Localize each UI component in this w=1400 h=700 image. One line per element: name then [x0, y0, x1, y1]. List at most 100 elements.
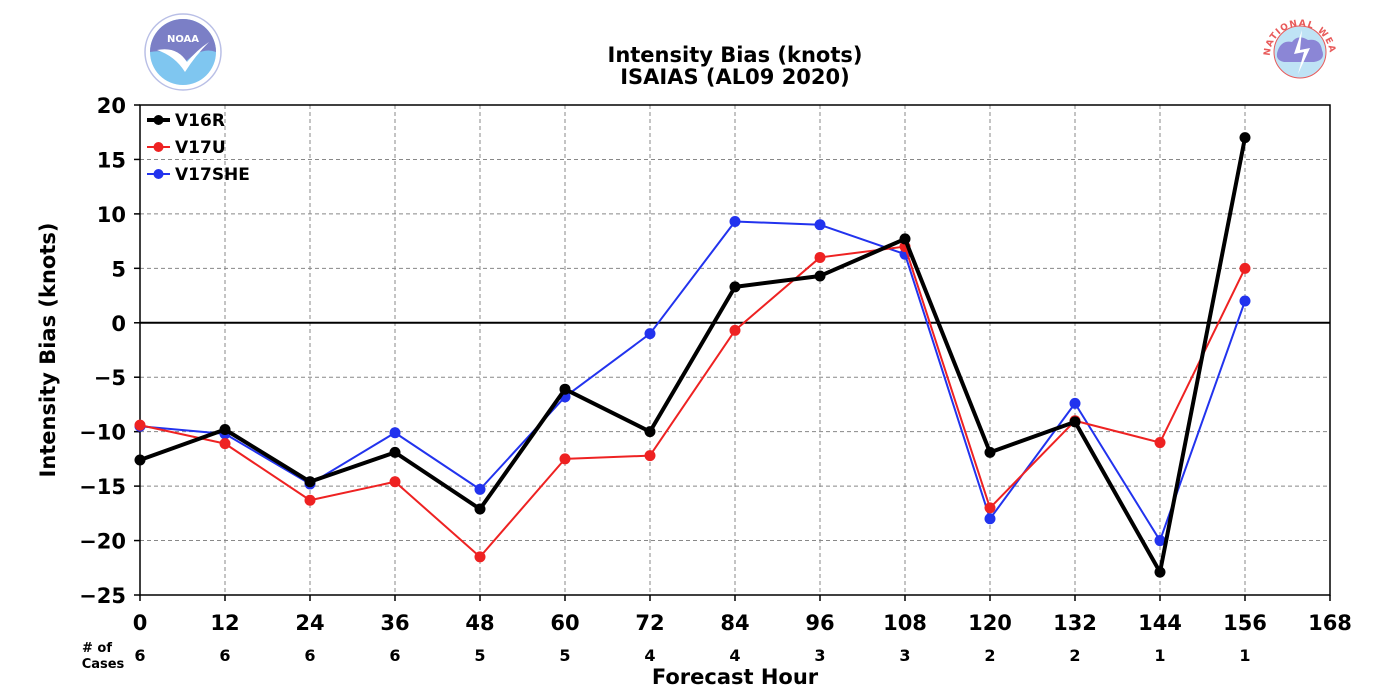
series-group — [134, 132, 1251, 578]
x-tick-label: 60 — [550, 611, 579, 635]
case-count: 6 — [134, 646, 145, 665]
y-tick-label: 20 — [97, 94, 126, 118]
point-v17she-96 — [814, 219, 826, 231]
chart-title: Intensity Bias (knots) — [608, 43, 863, 67]
point-v17she-144 — [1154, 535, 1166, 547]
point-v17u-48 — [474, 551, 486, 563]
cases-label-line2: Cases — [82, 657, 125, 672]
point-v17she-84 — [729, 216, 741, 228]
series-line-v17u — [139, 245, 1246, 558]
point-v17u-84 — [729, 324, 741, 336]
point-v16r-132 — [1069, 416, 1081, 428]
case-count: 4 — [644, 646, 655, 665]
noaa-logo: NOAA — [144, 13, 222, 91]
noaa-logo-text: NOAA — [167, 34, 199, 45]
point-v16r-108 — [899, 233, 911, 245]
chart-subtitle: ISAIAS (AL09 2020) — [620, 65, 850, 89]
y-axis-label: Intensity Bias (knots) — [36, 223, 60, 478]
point-v17u-144 — [1154, 437, 1166, 449]
point-v16r-60 — [559, 383, 571, 395]
case-count: 3 — [814, 646, 825, 665]
x-tick-label: 120 — [968, 611, 1012, 635]
x-tick-label: 0 — [133, 611, 148, 635]
point-v17she-156 — [1239, 295, 1251, 307]
point-v17u-0 — [134, 419, 146, 431]
point-v16r-96 — [814, 270, 826, 282]
y-tick-label: 0 — [111, 312, 126, 336]
legend-label-v17she: V17SHE — [175, 165, 250, 185]
point-v16r-84 — [729, 281, 741, 293]
point-v16r-72 — [644, 426, 656, 438]
x-tick-label: 144 — [1138, 611, 1182, 635]
y-tick-label: −10 — [79, 421, 126, 445]
series-v17u — [134, 241, 1251, 563]
case-count: 2 — [1069, 646, 1080, 665]
legend-label-v17u: V17U — [175, 138, 226, 158]
y-tick-label: 5 — [111, 257, 126, 281]
y-tick-label: −20 — [79, 530, 126, 554]
x-tick-label: 48 — [465, 611, 494, 635]
legend-marker-v16r — [153, 115, 164, 125]
point-v17she-36 — [389, 427, 401, 439]
cases-row: 6 6 6 6 5 5 4 4 3 3 2 2 1 1 — [134, 646, 1250, 665]
y-tick-label: 10 — [97, 203, 126, 227]
nws-logo: NATIONAL WEATHER SERVICE — [1263, 19, 1336, 79]
case-count: 2 — [984, 646, 995, 665]
x-tick-label: 156 — [1223, 611, 1267, 635]
point-v17u-120 — [984, 502, 996, 514]
x-tick-label: 12 — [210, 611, 239, 635]
case-count: 1 — [1239, 646, 1250, 665]
x-tick-label: 72 — [635, 611, 664, 635]
y-tick-label: −5 — [94, 366, 126, 390]
plot-area — [139, 104, 1331, 596]
x-tick-label: 84 — [720, 611, 749, 635]
grid-lines — [140, 105, 1330, 595]
x-tick-label: 36 — [380, 611, 409, 635]
point-v16r-12 — [219, 423, 231, 435]
y-tick-label: 15 — [97, 148, 126, 172]
series-line-v16r — [139, 137, 1247, 575]
x-axis-ticks: 0 12 24 36 48 60 72 84 96 108 120 132 144 156 168 — [133, 595, 1352, 635]
x-tick-label: 96 — [805, 611, 834, 635]
point-v17u-72 — [644, 450, 656, 462]
point-v17she-72 — [644, 328, 656, 340]
y-tick-label: −15 — [79, 475, 126, 499]
point-v16r-36 — [389, 446, 401, 458]
legend-marker-v17she — [153, 169, 164, 179]
x-tick-label: 24 — [295, 611, 324, 635]
point-v16r-48 — [474, 503, 486, 515]
point-v16r-120 — [984, 446, 996, 458]
case-count: 5 — [559, 646, 570, 665]
x-tick-label: 108 — [883, 611, 927, 635]
y-axis-ticks: 20 15 10 5 0 −5 −10 −15 −20 −25 — [79, 94, 140, 608]
point-v17she-48 — [474, 483, 486, 495]
point-v17she-132 — [1069, 397, 1081, 409]
point-v17u-96 — [814, 251, 826, 263]
point-v17u-36 — [389, 476, 401, 488]
y-tick-label: −25 — [79, 584, 126, 608]
case-count: 3 — [899, 646, 910, 665]
point-v16r-156 — [1239, 132, 1251, 144]
case-count: 5 — [474, 646, 485, 665]
case-count: 1 — [1154, 646, 1165, 665]
case-count: 6 — [219, 646, 230, 665]
x-axis-label: Forecast Hour — [652, 665, 819, 689]
cases-label-line1: # of — [82, 641, 112, 656]
point-v16r-0 — [134, 454, 146, 466]
legend-marker-v17u — [153, 142, 164, 152]
x-tick-label: 132 — [1053, 611, 1097, 635]
legend-label-v16r: V16R — [175, 111, 225, 131]
series-v16r — [134, 132, 1251, 578]
point-v17u-24 — [304, 494, 316, 506]
point-v17u-156 — [1239, 262, 1251, 274]
case-count: 6 — [304, 646, 315, 665]
point-v17she-120 — [984, 513, 996, 525]
case-count: 6 — [389, 646, 400, 665]
case-count: 4 — [729, 646, 740, 665]
x-tick-label: 168 — [1308, 611, 1352, 635]
point-v16r-24 — [304, 476, 316, 488]
point-v17u-60 — [559, 453, 571, 465]
legend: V16R V17U V17SHE — [147, 111, 250, 185]
point-v17u-12 — [219, 438, 231, 450]
